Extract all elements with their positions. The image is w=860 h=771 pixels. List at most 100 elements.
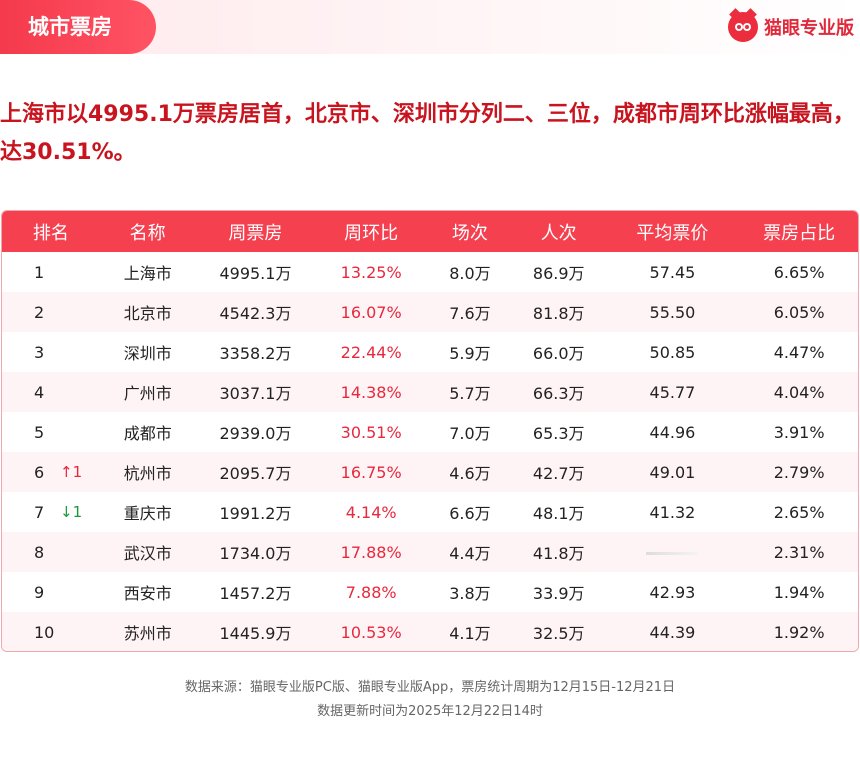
week-over-week: 17.88% bbox=[340, 542, 402, 562]
week-over-week: 13.25% bbox=[340, 262, 402, 282]
section-tag: 城市票房 bbox=[0, 0, 156, 54]
avg-ticket-price: 55.50 bbox=[649, 302, 696, 322]
rank-cell: 3 bbox=[2, 343, 100, 362]
avg-ticket-price: 49.01 bbox=[649, 462, 696, 482]
admissions: 66.3万 bbox=[532, 384, 585, 403]
box-office-share: 6.65% bbox=[773, 262, 825, 282]
show-count: 4.6万 bbox=[449, 464, 491, 483]
admissions: 48.1万 bbox=[532, 504, 585, 523]
show-count: 4.1万 bbox=[449, 624, 491, 643]
week-over-week: 16.07% bbox=[340, 302, 402, 322]
brand-name: 猫眼专业版 bbox=[764, 18, 854, 39]
table-header: 排名 名称 周票房 周环比 场次 人次 平均票价 票房占比 bbox=[2, 211, 858, 252]
avg-ticket-price: 41.32 bbox=[649, 502, 696, 522]
show-count: 8.0万 bbox=[449, 264, 491, 283]
rank-cell: 2 bbox=[2, 303, 100, 322]
rank-change: ↑1 bbox=[60, 462, 83, 481]
week-over-week: 14.38% bbox=[340, 382, 402, 402]
admissions: 86.9万 bbox=[532, 264, 585, 283]
rank: 3 bbox=[34, 342, 45, 362]
col-admissions-header: 人次 bbox=[540, 222, 577, 244]
city-name: 杭州市 bbox=[123, 464, 172, 483]
rank-cell: 6 ↑1 bbox=[2, 463, 100, 482]
week-over-week: 16.75% bbox=[340, 462, 402, 482]
table-row: 1 上海市 4995.1万 13.25% 8.0万 86.9万 57.45 6.65% bbox=[2, 252, 858, 292]
table-row: 4 广州市 3037.1万 14.38% 5.7万 66.3万 45.77 4.04% bbox=[2, 372, 858, 412]
weekly-box-office: 1457.2万 bbox=[219, 584, 292, 603]
box-office-share: 3.91% bbox=[773, 422, 825, 442]
rank-cell: 8 bbox=[2, 543, 100, 562]
rank: 4 bbox=[34, 382, 45, 402]
table-row: 8 武汉市 1734.0万 17.88% 4.4万 41.8万 2.31% bbox=[2, 532, 858, 572]
city-name: 武汉市 bbox=[123, 544, 172, 563]
col-share-header: 票房占比 bbox=[763, 222, 836, 244]
headline: 上海市以4995.1万票房居首，北京市、深圳市分列二、三位，成都市周环比涨幅最高… bbox=[0, 102, 855, 165]
weekly-box-office: 1445.9万 bbox=[219, 624, 292, 643]
rank: 5 bbox=[34, 422, 45, 442]
admissions: 81.8万 bbox=[532, 304, 585, 323]
admissions: 66.0万 bbox=[532, 344, 585, 363]
city-name: 重庆市 bbox=[123, 504, 172, 523]
show-count: 7.0万 bbox=[449, 424, 491, 443]
city-name: 深圳市 bbox=[123, 344, 172, 363]
week-over-week: 4.14% bbox=[345, 502, 397, 522]
weekly-box-office: 2095.7万 bbox=[219, 464, 292, 483]
weekly-box-office: 2939.0万 bbox=[219, 424, 292, 443]
col-avg-price-header: 平均票价 bbox=[636, 222, 709, 244]
avg-ticket-price: 44.96 bbox=[649, 422, 696, 442]
redacted-value bbox=[646, 551, 699, 555]
update-time-note: 数据更新时间为2025年12月22日14时 bbox=[317, 704, 543, 719]
rank: 6 bbox=[34, 462, 45, 482]
box-office-share: 2.65% bbox=[773, 502, 825, 522]
rank: 1 bbox=[34, 262, 45, 282]
box-office-share: 1.94% bbox=[773, 582, 825, 602]
rank: 2 bbox=[34, 302, 45, 322]
rank: 10 bbox=[34, 622, 55, 642]
table-row: 3 深圳市 3358.2万 22.44% 5.9万 66.0万 50.85 4.47% bbox=[2, 332, 858, 372]
table-row: 6 ↑1 杭州市 2095.7万 16.75% 4.6万 42.7万 49.01 2.79% bbox=[2, 452, 858, 492]
table-row: 5 成都市 2939.0万 30.51% 7.0万 65.3万 44.96 3.91% bbox=[2, 412, 858, 452]
week-over-week: 30.51% bbox=[340, 422, 402, 442]
show-count: 3.8万 bbox=[449, 584, 491, 603]
weekly-box-office: 3358.2万 bbox=[219, 344, 292, 363]
col-rank-header: 排名 bbox=[32, 222, 69, 244]
avg-ticket-price: 42.93 bbox=[649, 582, 696, 602]
box-office-share: 6.05% bbox=[773, 302, 825, 322]
week-over-week: 10.53% bbox=[340, 622, 402, 642]
col-weekly-header: 周票房 bbox=[228, 222, 283, 244]
admissions: 42.7万 bbox=[532, 464, 585, 483]
rank: 7 bbox=[34, 502, 45, 522]
weekly-box-office: 1991.2万 bbox=[219, 504, 292, 523]
rank-cell: 10 bbox=[2, 623, 100, 642]
col-wow-header: 周环比 bbox=[344, 222, 399, 244]
rank-cell: 9 bbox=[2, 583, 100, 602]
table-row: 7 ↓1 重庆市 1991.2万 4.14% 6.6万 48.1万 41.32 2.65% bbox=[2, 492, 858, 532]
weekly-box-office: 4995.1万 bbox=[219, 264, 292, 283]
show-count: 6.6万 bbox=[449, 504, 491, 523]
rank-cell: 5 bbox=[2, 423, 100, 442]
box-office-share: 1.92% bbox=[773, 622, 825, 642]
box-office-share: 4.04% bbox=[773, 382, 825, 402]
col-name-header: 名称 bbox=[129, 222, 166, 244]
avg-ticket-price: 50.85 bbox=[649, 342, 696, 362]
city-name: 成都市 bbox=[123, 424, 172, 443]
table-row: 9 西安市 1457.2万 7.88% 3.8万 33.9万 42.93 1.94% bbox=[2, 572, 858, 612]
table-row: 10 苏州市 1445.9万 10.53% 4.1万 32.5万 44.39 1.92% bbox=[2, 612, 858, 651]
show-count: 5.9万 bbox=[449, 344, 491, 363]
rank-cell: 7 ↓1 bbox=[2, 503, 100, 522]
weekly-box-office: 1734.0万 bbox=[219, 544, 292, 563]
avg-ticket-price: 45.77 bbox=[649, 382, 696, 402]
table-row: 2 北京市 4542.3万 16.07% 7.6万 81.8万 55.50 6.05% bbox=[2, 292, 858, 332]
week-over-week: 22.44% bbox=[340, 342, 402, 362]
table-body: 1 上海市 4995.1万 13.25% 8.0万 86.9万 57.45 6.65% 2 北京市… bbox=[2, 252, 858, 651]
rank: 8 bbox=[34, 542, 45, 562]
week-over-week: 7.88% bbox=[345, 582, 397, 602]
city-name: 广州市 bbox=[123, 384, 172, 403]
city-name: 西安市 bbox=[123, 584, 172, 603]
avg-ticket-price: 44.39 bbox=[649, 622, 696, 642]
weekly-box-office: 4542.3万 bbox=[219, 304, 292, 323]
show-count: 7.6万 bbox=[449, 304, 491, 323]
col-shows-header: 场次 bbox=[451, 222, 488, 244]
rank-change: ↓1 bbox=[60, 502, 83, 521]
weekly-box-office: 3037.1万 bbox=[219, 384, 292, 403]
